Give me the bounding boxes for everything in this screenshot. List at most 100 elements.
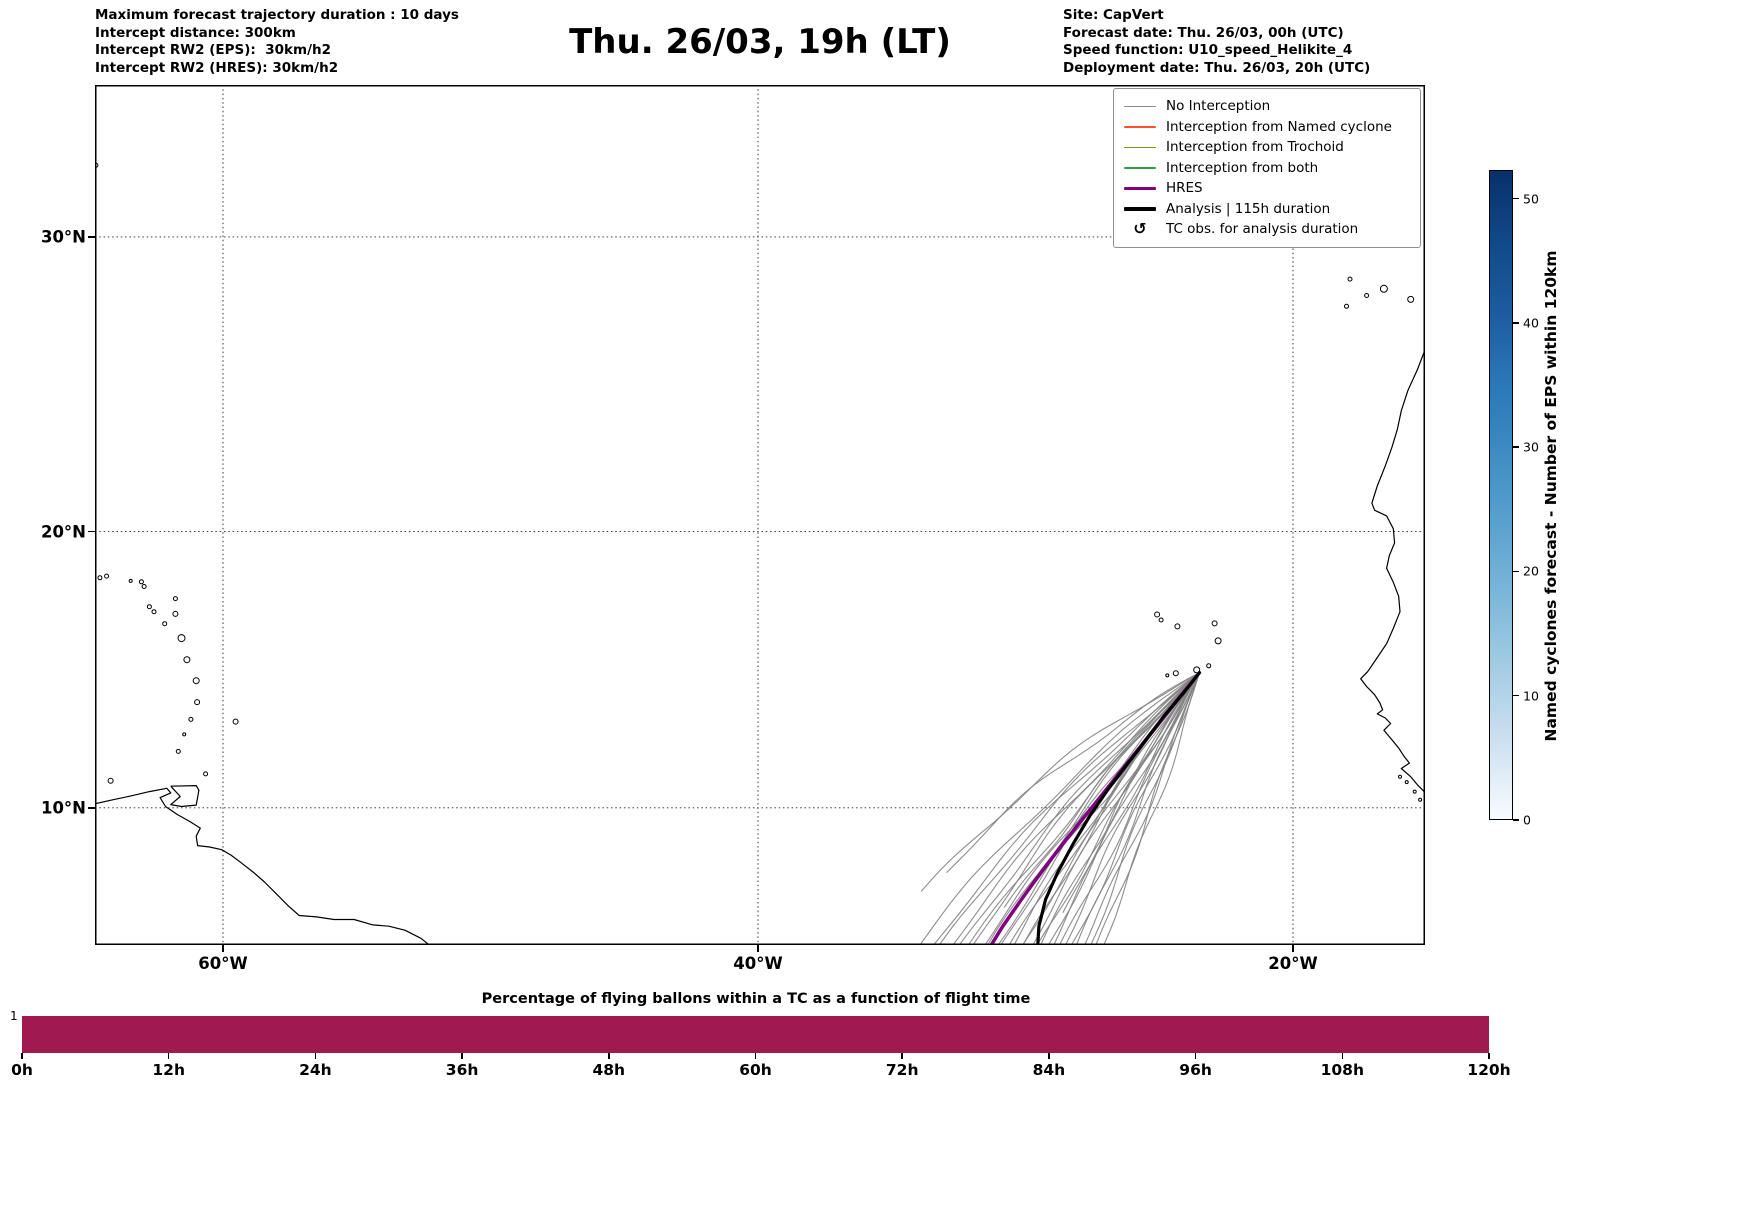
- coastline: [170, 785, 200, 808]
- ensemble-trajectory: [1032, 672, 1200, 945]
- bottom-axis-tickmark: [754, 1053, 757, 1059]
- legend-line-swatch: [1124, 167, 1156, 169]
- legend-line: [1124, 186, 1156, 190]
- legend-line-swatch: [1124, 146, 1156, 148]
- island: [172, 610, 179, 617]
- lon-tick-label: 20°W: [1268, 954, 1318, 973]
- bottom-axis-tickmark: [461, 1053, 463, 1059]
- intercept-rw2-eps-text: Intercept RW2 (EPS): 30km/h2: [95, 42, 331, 58]
- lon-tickmark: [1292, 945, 1294, 952]
- bottom-axis-tick-label: 84h: [1032, 1061, 1066, 1079]
- bottom-axis-tickmark: [1488, 1053, 1490, 1059]
- island: [1418, 797, 1423, 802]
- island: [1398, 774, 1402, 779]
- bottom-axis-tickmark: [314, 1053, 317, 1059]
- legend-item: No Interception: [1124, 96, 1410, 117]
- ensemble-trajectory: [987, 672, 1200, 945]
- legend-line-swatch: [1124, 126, 1156, 128]
- island: [203, 771, 209, 777]
- legend-item: HRES: [1124, 178, 1410, 199]
- island: [1364, 293, 1370, 298]
- island: [188, 716, 194, 722]
- forecast-date-text: Forecast date: Thu. 26/03, 00h (UTC): [1063, 24, 1344, 41]
- colorbar-tick-label: 20: [1523, 563, 1539, 579]
- tc-percentage-bar: [22, 1016, 1489, 1053]
- ensemble-trajectory: [946, 672, 1200, 873]
- colorbar-tick-label: 40: [1523, 315, 1539, 331]
- island: [1154, 611, 1161, 618]
- island: [1379, 284, 1388, 293]
- colorbar-tickmark: [1513, 446, 1519, 448]
- bottom-axis-tick-label: 72h: [885, 1061, 919, 1079]
- site-info-block: Site: CapVert Forecast date: Thu. 26/03,…: [1063, 7, 1370, 77]
- bottom-axis-tickmark: [1194, 1053, 1197, 1059]
- ensemble-trajectory: [958, 672, 1200, 945]
- ensemble-trajectory: [1064, 672, 1200, 945]
- island: [104, 573, 110, 579]
- colorbar-label: Named cyclones forecast - Number of EPS …: [1542, 250, 1560, 742]
- legend-line: [1124, 207, 1156, 211]
- map-frame: [95, 85, 1425, 945]
- colorbar-tick-label: 50: [1523, 191, 1539, 207]
- lat-tick-label: 20°N: [40, 522, 86, 542]
- colorbar-tickmark: [1513, 694, 1519, 697]
- legend-line: [1124, 167, 1156, 169]
- ensemble-trajectory: [972, 672, 1200, 945]
- island: [1347, 276, 1353, 282]
- legend-line: [1124, 105, 1156, 107]
- island: [177, 634, 186, 643]
- ensemble-trajectory: [1095, 672, 1200, 945]
- legend-label: No Interception: [1166, 98, 1271, 115]
- legend-label: Interception from both: [1166, 159, 1319, 176]
- coastline: [1360, 348, 1425, 793]
- analysis-trajectory: [1036, 671, 1201, 945]
- bottom-axis-tickmark: [21, 1053, 23, 1059]
- ensemble-trajectory: [1084, 672, 1200, 945]
- island: [146, 604, 152, 610]
- legend-line: [1124, 126, 1156, 128]
- island: [232, 718, 239, 725]
- lon-tick-label: 60°W: [198, 954, 248, 973]
- island: [1174, 623, 1181, 630]
- legend-item: Interception from Trochoid: [1124, 137, 1410, 158]
- legend-item: Analysis | 115h duration: [1124, 199, 1410, 220]
- colorbar: [1489, 170, 1513, 820]
- bottom-axis-tickmark: [608, 1053, 610, 1059]
- island: [1172, 670, 1179, 677]
- island: [97, 575, 103, 581]
- forecast-parameters-block: Maximum forecast trajectory duration : 1…: [95, 7, 459, 77]
- island: [1206, 663, 1212, 669]
- ensemble-trajectory: [938, 672, 1200, 945]
- bottom-axis-tickmark: [1048, 1053, 1050, 1059]
- island: [151, 609, 157, 615]
- island: [1407, 295, 1415, 303]
- site-text: Site: CapVert: [1063, 7, 1164, 23]
- island: [1158, 617, 1164, 623]
- island: [107, 777, 114, 784]
- bottom-axis-tick-label: 108h: [1320, 1061, 1364, 1079]
- lon-tickmark: [222, 945, 224, 952]
- bottom-axis-tick-label: 48h: [592, 1061, 626, 1079]
- island: [1211, 620, 1218, 627]
- lat-tickmark: [88, 236, 95, 238]
- ensemble-trajectory: [932, 672, 1200, 945]
- legend-label: Analysis | 115h duration: [1166, 200, 1331, 217]
- legend-item: Interception from both: [1124, 158, 1410, 179]
- ensemble-trajectory: [1013, 672, 1200, 945]
- island: [1193, 666, 1201, 674]
- lon-tickmark: [757, 945, 759, 952]
- lat-tick-label: 10°N: [40, 798, 86, 818]
- ensemble-trajectory: [1103, 672, 1200, 945]
- max-duration-text: Maximum forecast trajectory duration : 1…: [95, 7, 459, 23]
- lat-tick-label: 30°N: [40, 227, 86, 247]
- bottom-axis-tickmark: [901, 1053, 903, 1059]
- lat-tickmark: [88, 530, 95, 533]
- colorbar-tickmark: [1513, 197, 1519, 200]
- lon-tick-label: 40°W: [733, 954, 783, 973]
- island: [1165, 673, 1170, 678]
- island: [141, 584, 147, 589]
- ensemble-trajectory: [1047, 672, 1200, 945]
- colorbar-tickmark: [1513, 570, 1519, 573]
- island: [1404, 780, 1409, 785]
- island: [1412, 789, 1417, 794]
